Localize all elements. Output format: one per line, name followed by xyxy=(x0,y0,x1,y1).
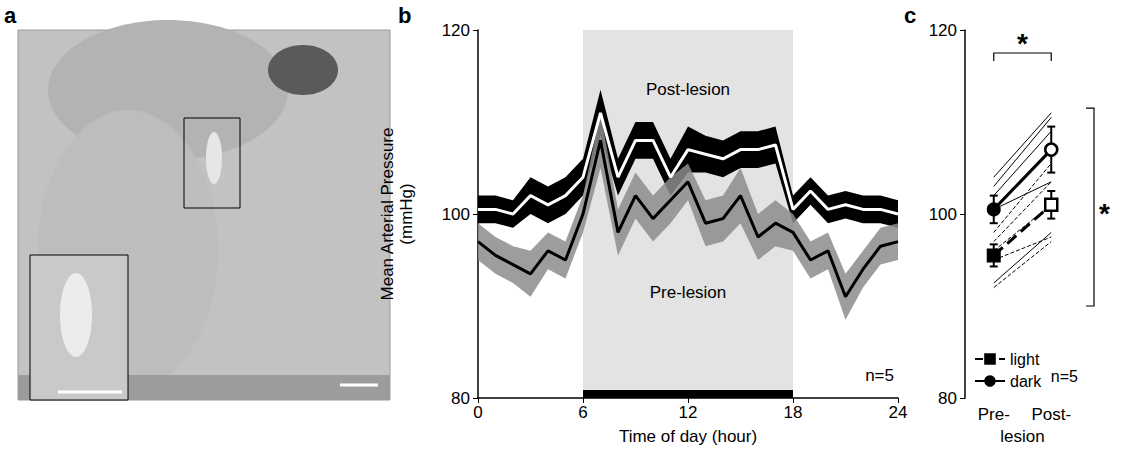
svg-text:120: 120 xyxy=(442,21,470,40)
svg-text:24: 24 xyxy=(889,403,908,422)
svg-text:n=5: n=5 xyxy=(865,366,894,385)
svg-text:100: 100 xyxy=(929,205,957,224)
svg-text:(mmHg): (mmHg) xyxy=(397,183,416,244)
svg-text:b: b xyxy=(398,3,411,28)
svg-text:Post-: Post- xyxy=(1031,405,1071,424)
svg-text:lesion: lesion xyxy=(1000,427,1044,446)
svg-text:Pre-: Pre- xyxy=(978,405,1010,424)
svg-text:Time of day (hour): Time of day (hour) xyxy=(619,427,757,446)
svg-text:Post-lesion: Post-lesion xyxy=(646,80,730,99)
svg-text:dark: dark xyxy=(1010,373,1042,390)
svg-text:18: 18 xyxy=(784,403,803,422)
svg-text:80: 80 xyxy=(451,389,470,408)
svg-text:light: light xyxy=(1010,351,1040,368)
svg-text:12: 12 xyxy=(679,403,698,422)
svg-text:Mean Arterial Pressure: Mean Arterial Pressure xyxy=(378,128,397,301)
svg-text:100: 100 xyxy=(442,205,470,224)
svg-text:0: 0 xyxy=(473,403,482,422)
svg-text:80: 80 xyxy=(938,389,957,408)
svg-text:6: 6 xyxy=(578,403,587,422)
svg-text:*: * xyxy=(1099,198,1110,229)
svg-text:120: 120 xyxy=(929,21,957,40)
svg-text:a: a xyxy=(4,3,17,28)
svg-text:Pre-lesion: Pre-lesion xyxy=(650,283,727,302)
svg-text:*: * xyxy=(1017,28,1028,59)
svg-text:c: c xyxy=(904,3,916,28)
svg-text:n=5: n=5 xyxy=(1051,368,1078,385)
